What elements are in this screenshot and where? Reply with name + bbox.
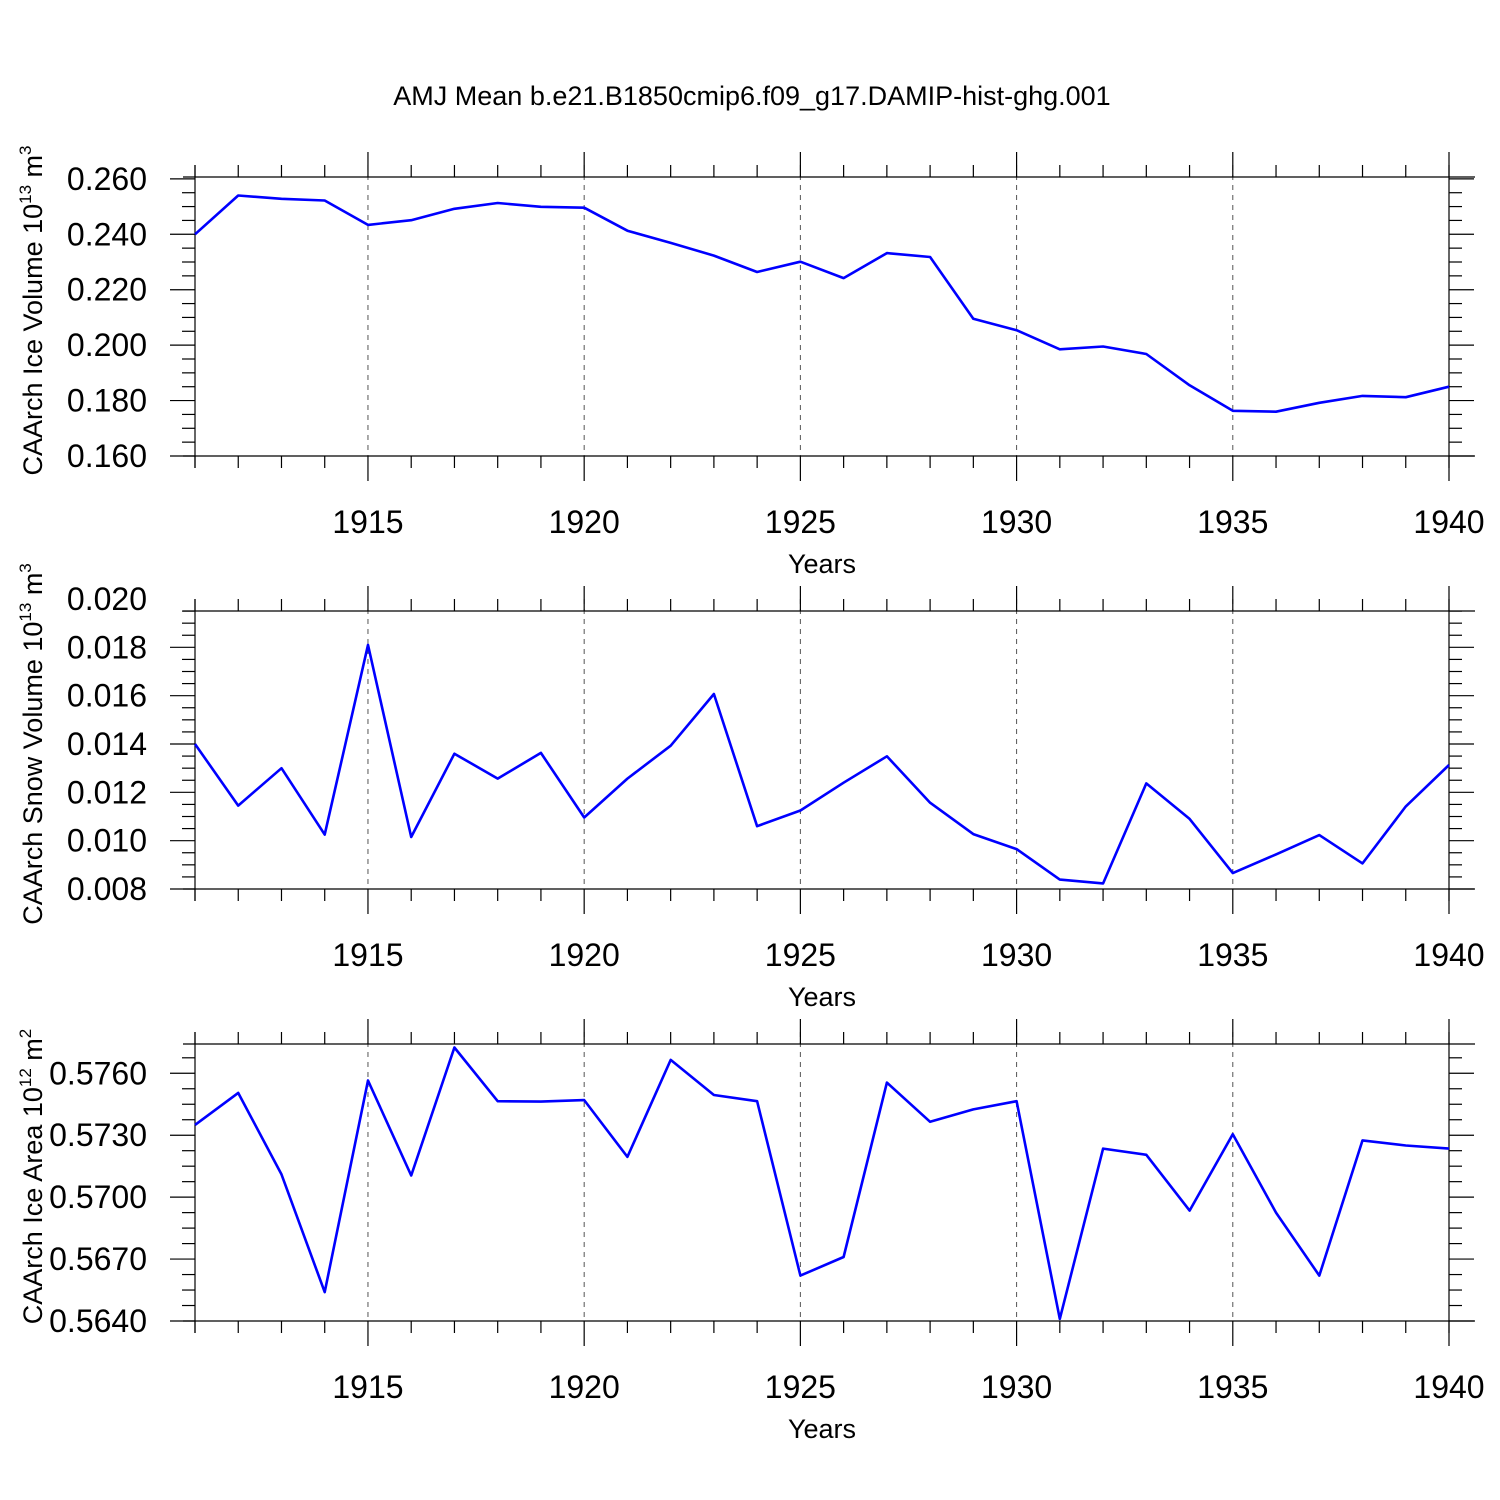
y-axis-title-unit-exponent: 3	[16, 145, 35, 154]
y-tick-label: 0.240	[67, 216, 147, 252]
y-tick-label: 0.5760	[49, 1055, 147, 1091]
x-tick-label: 1940	[1413, 937, 1484, 973]
series-line	[193, 643, 1450, 885]
series-line	[194, 1046, 1450, 1321]
y-tick-label: 0.260	[67, 161, 147, 197]
panel-1: 1915 1920 1925 1930 1935 1940 Years 0.160 0.180 0…	[16, 145, 1485, 579]
y-tick-label: 0.020	[67, 581, 147, 617]
y-axis-title-exponent: 12	[16, 1068, 35, 1087]
y-tick-label: 0.5730	[49, 1117, 147, 1153]
x-axis-title: Years	[788, 982, 856, 1012]
x-tick-label: 1930	[981, 504, 1052, 540]
x-tick-label: 1920	[549, 937, 620, 973]
y-axis-title-unit: m	[18, 1038, 48, 1068]
y-axis-title-exponent: 13	[16, 185, 35, 204]
x-tick-label: 1920	[549, 504, 620, 540]
chart-title: AMJ Mean b.e21.B1850cmip6.f09_g17.DAMIP-…	[393, 81, 1110, 111]
x-tick-label: 1940	[1413, 504, 1484, 540]
y-tick-label: 0.200	[67, 327, 147, 363]
x-tick-label: 1940	[1413, 1369, 1484, 1405]
y-tick-label: 0.012	[67, 774, 147, 810]
x-axis-title: Years	[788, 1414, 856, 1444]
y-tick-label: 0.5640	[49, 1303, 147, 1339]
y-axis-title: CAArch Ice Area 1012 m2	[16, 1029, 48, 1325]
y-axis-title: CAArch Snow Volume 1013 m3	[16, 563, 48, 925]
y-tick-label: 0.180	[67, 383, 147, 419]
x-axis-title: Years	[788, 549, 856, 579]
y-tick-label: 0.018	[67, 629, 147, 665]
y-tick-label: 0.014	[67, 726, 147, 762]
x-tick-label: 1930	[981, 937, 1052, 973]
y-axis-title-unit-exponent: 3	[16, 563, 35, 572]
x-tick-label: 1925	[765, 937, 836, 973]
y-axis-title-main: CAArch Snow Volume 10	[18, 622, 48, 925]
y-axis-title-unit: m	[18, 155, 48, 185]
y-tick-label: 0.010	[67, 823, 147, 859]
y-axis-title-unit-exponent: 2	[16, 1029, 35, 1038]
panel-3: 1915 1920 1925 1930 1935 1940 Years 0.5640 0.567…	[16, 1019, 1485, 1444]
x-tick-label: 1925	[765, 504, 836, 540]
y-axis-title: CAArch Ice Volume 1013 m3	[16, 145, 48, 475]
x-tick-label: 1935	[1197, 937, 1268, 973]
x-tick-label: 1915	[332, 937, 403, 973]
y-axis-title-exponent: 13	[16, 603, 35, 622]
x-tick-label: 1935	[1197, 1369, 1268, 1405]
x-tick-label: 1915	[332, 504, 403, 540]
series-line	[194, 194, 1450, 414]
y-tick-label: 0.008	[67, 871, 147, 907]
x-tick-label: 1915	[332, 1369, 403, 1405]
x-tick-label: 1925	[765, 1369, 836, 1405]
x-tick-label: 1920	[549, 1369, 620, 1405]
panel-2: 1915 1920 1925 1930 1935 1940 Years 0.008 0.010 0…	[16, 563, 1485, 1012]
y-tick-label: 0.5670	[49, 1241, 147, 1277]
y-tick-label: 0.5700	[49, 1179, 147, 1215]
y-axis-title-unit: m	[18, 573, 48, 603]
y-tick-label: 0.220	[67, 272, 147, 308]
y-axis-title-main: CAArch Ice Volume 10	[18, 204, 48, 476]
y-tick-label: 0.016	[67, 678, 147, 714]
x-tick-label: 1935	[1197, 504, 1268, 540]
y-axis-title-main: CAArch Ice Area 10	[18, 1087, 48, 1324]
x-tick-label: 1930	[981, 1369, 1052, 1405]
y-tick-label: 0.160	[67, 438, 147, 474]
